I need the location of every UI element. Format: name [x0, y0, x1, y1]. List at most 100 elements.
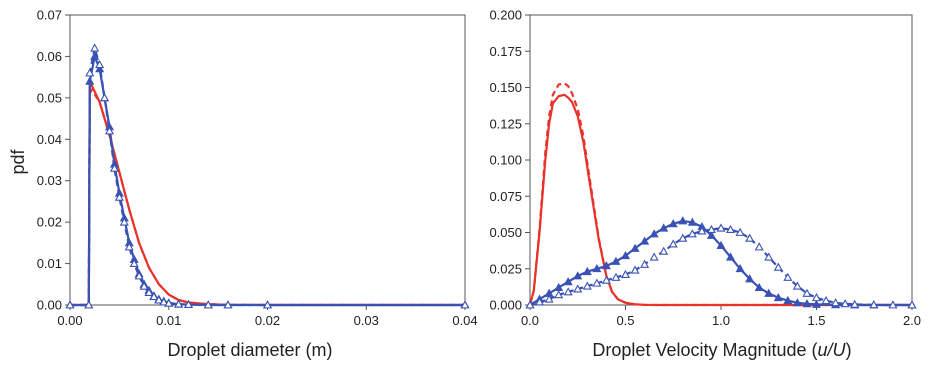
right-series-2-marker — [754, 282, 764, 292]
right-x-axis-label-italic: u/U — [818, 340, 847, 360]
left-series-3-marker — [124, 242, 134, 251]
right-series-3-marker — [640, 259, 650, 268]
right-series-2-marker — [716, 240, 726, 249]
right-series-3-marker — [554, 290, 564, 299]
left-series-3-marker — [90, 43, 100, 52]
left-series-2-line — [70, 55, 465, 307]
left-x-tick-label: 0.03 — [354, 313, 379, 328]
right-series-2-marker — [802, 299, 812, 308]
right-series-3-marker — [592, 278, 602, 287]
right-series-3-marker — [601, 275, 611, 284]
right-series-2-marker — [764, 288, 774, 297]
right-series-3-marker — [869, 300, 879, 309]
right-series-3-marker — [831, 298, 841, 307]
right-series-2-marker — [811, 299, 822, 308]
left-series-1-line — [70, 88, 465, 307]
right-x-tick-label: 2.0 — [903, 313, 921, 328]
right-series-3-marker — [726, 224, 736, 234]
right-y-tick-label: 0.200 — [489, 8, 522, 23]
left-y-tick-label: 0.02 — [37, 215, 62, 230]
right-series-3-marker — [735, 227, 745, 236]
right-series-2-marker — [783, 295, 793, 305]
right-series-2-marker — [706, 230, 716, 239]
right-series-3-marker — [573, 284, 583, 293]
right-series-3-marker — [535, 297, 545, 306]
left-series-3-marker — [119, 217, 129, 226]
right-y-tick-label: 0.050 — [489, 225, 522, 240]
left-chart: 0.00 0.01 0.02 0.03 0.04 0.00 0.01 0.02 0.03 0.04… — [37, 8, 478, 329]
right-y-tick-label: 0.125 — [489, 116, 522, 131]
right-series-3-marker — [754, 242, 764, 251]
right-series-3-marker — [840, 299, 850, 308]
left-y-tick-label: 0.00 — [37, 298, 62, 313]
right-series-3-marker — [821, 295, 831, 305]
left-series-3-marker — [85, 68, 95, 77]
right-series-3-marker — [620, 269, 631, 278]
right-series-2-marker — [687, 217, 697, 226]
left-series-3-marker — [183, 299, 194, 309]
right-series-2-marker — [601, 261, 611, 270]
right-series-3-marker — [611, 272, 621, 281]
right-series-3-line — [529, 227, 912, 307]
right-x-axis-label: Droplet Velocity Magnitude (u/U) — [592, 340, 851, 360]
left-series-3-line — [70, 46, 465, 307]
right-series-3-marker — [802, 288, 812, 297]
right-series-3-marker — [630, 265, 640, 274]
right-series-2-marker — [592, 264, 602, 273]
right-series-3-marker — [888, 300, 898, 309]
right-series-3-marker — [716, 223, 726, 232]
left-series-3-marker — [159, 297, 169, 306]
left-y-tick-label: 0.06 — [37, 49, 62, 64]
right-series-3-marker — [525, 300, 535, 309]
right-series-3-marker — [659, 246, 669, 255]
right-series-2-marker — [792, 298, 802, 307]
left-x-tick-label: 0.04 — [452, 313, 477, 328]
right-x-axis-label-end: ) — [846, 340, 852, 360]
left-y-axis-label: pdf — [8, 148, 28, 174]
right-series-2-marker — [668, 219, 678, 228]
right-chart: 0.0 0.5 1.0 1.5 2.0 0.000 0.025 0.050 0.075 0.100… — [489, 8, 921, 329]
right-series-2-marker — [611, 256, 621, 265]
left-series-3-marker — [129, 258, 139, 268]
left-series-3-marker — [144, 287, 154, 297]
right-series-3-marker — [764, 252, 774, 261]
left-y-tick-label: 0.04 — [37, 132, 62, 147]
right-series-2-marker — [678, 216, 688, 225]
left-series-3-marker — [223, 300, 233, 309]
left-x-tick-label: 0.01 — [156, 313, 181, 328]
right-series-2-marker — [582, 266, 592, 276]
right-y-tick-label: 0.075 — [489, 189, 522, 204]
right-series-3-marker — [783, 272, 793, 281]
left-series-3-marker — [203, 300, 213, 309]
left-series-0-line — [70, 84, 465, 307]
left-y-tick-label: 0.03 — [37, 173, 62, 188]
right-y-tick-label: 0.025 — [489, 261, 522, 276]
left-series-3-marker — [139, 281, 149, 290]
left-series-3-marker — [95, 59, 105, 69]
left-series-3-marker — [109, 163, 119, 172]
right-series-3-marker — [544, 294, 554, 303]
left-y-tick-label: 0.07 — [37, 8, 62, 23]
right-series-2-marker — [620, 250, 631, 260]
right-x-tick-label: 1.5 — [807, 313, 825, 328]
right-series-2-marker — [726, 252, 736, 261]
right-y-tick-label: 0.000 — [489, 298, 522, 313]
right-series-2-marker — [640, 236, 650, 245]
right-x-tick-label: 0.0 — [521, 313, 539, 328]
left-series-3-marker — [84, 300, 94, 309]
right-series-2-marker — [659, 223, 669, 232]
left-series-3-marker — [460, 300, 470, 309]
right-series-3-marker — [773, 262, 783, 271]
right-y-tick-label: 0.175 — [489, 44, 522, 59]
left-series-3-marker — [164, 298, 174, 307]
left-series-3-marker — [149, 291, 159, 301]
right-series-2-marker — [649, 229, 659, 238]
left-series-3-marker — [134, 271, 144, 280]
right-x-tick-label: 1.0 — [712, 313, 730, 328]
right-y-tick-label: 0.100 — [489, 153, 522, 168]
right-series-3-marker — [811, 293, 822, 302]
left-series-3-marker — [65, 300, 75, 309]
left-series-3-marker — [104, 126, 115, 135]
left-plot-frame — [69, 14, 466, 306]
